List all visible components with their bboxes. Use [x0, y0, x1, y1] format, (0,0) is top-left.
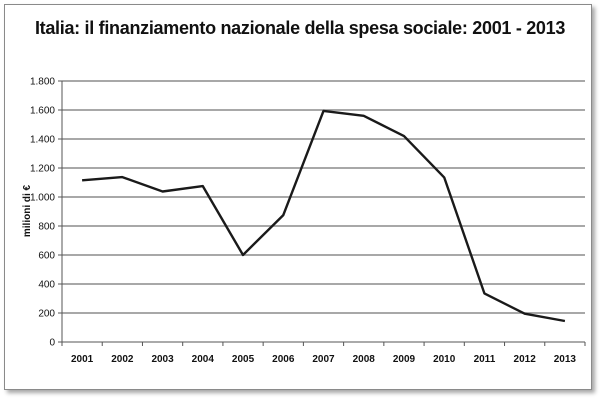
y-tick-label: 600 [38, 251, 55, 262]
x-tick-label: 2008 [353, 354, 376, 365]
y-tick-label: 1.000 [30, 193, 55, 204]
y-tick-label: 1.600 [30, 106, 55, 117]
x-tick-label: 2005 [232, 354, 255, 365]
x-tick-label: 2007 [312, 354, 335, 365]
grid-lines [62, 80, 585, 314]
x-tick-label: 2013 [554, 354, 577, 365]
x-tick-label: 2010 [433, 354, 456, 365]
x-tick-label: 2009 [393, 354, 416, 365]
x-tick-label: 2011 [474, 354, 496, 365]
y-tick-label: 1.200 [30, 164, 55, 175]
y-tick-label: 200 [38, 309, 55, 320]
y-axis-label: milioni di € [22, 184, 33, 237]
y-tick-label: 800 [38, 222, 55, 233]
x-tick-label: 2002 [111, 354, 134, 365]
series-line [82, 109, 566, 323]
y-tick-label: 0 [49, 338, 55, 349]
x-tick-label: 2003 [151, 354, 174, 365]
y-tick-label: 1.400 [30, 135, 55, 146]
x-tick-label: 2004 [192, 354, 215, 365]
series [82, 109, 566, 323]
x-tick-label: 2012 [514, 354, 537, 365]
y-tick-label: 400 [38, 280, 55, 291]
x-tick-labels: 2001 2002 2003 2004 2005 2006 2007 2008 2009 2010… [71, 354, 576, 365]
x-tick-label: 2001 [71, 354, 94, 365]
chart-title: Italia: il finanziamento nazionale della… [34, 18, 566, 38]
y-tick-label: 1.800 [30, 77, 55, 88]
x-tick-label: 2006 [272, 354, 295, 365]
axes [58, 80, 586, 346]
y-tick-labels: 0 200 400 600 800 1.000 1.200 1.400 1.600 1.800 [30, 77, 55, 349]
